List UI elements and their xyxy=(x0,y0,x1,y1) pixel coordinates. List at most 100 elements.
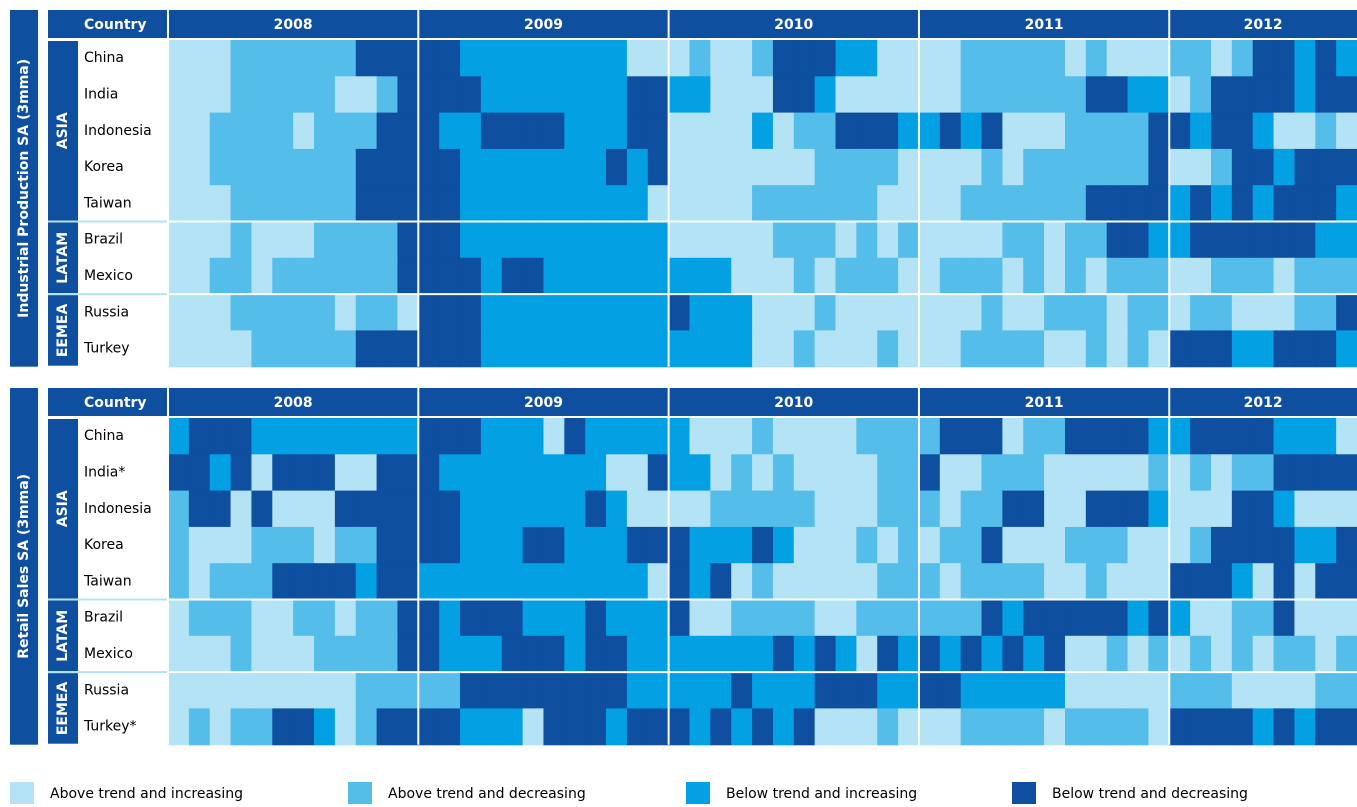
country-label: India xyxy=(84,86,118,102)
heat-cell xyxy=(1127,599,1150,637)
header-label: Country xyxy=(84,395,147,411)
heat-cell xyxy=(814,418,837,455)
heat-cell xyxy=(752,599,774,637)
heat-cell xyxy=(355,708,378,746)
heat-cell xyxy=(1023,672,1045,709)
heat-cell xyxy=(334,418,357,455)
heat-cell xyxy=(1106,454,1129,492)
heat-cell xyxy=(877,708,899,746)
heat-cell xyxy=(960,418,983,455)
heat-cell xyxy=(835,40,857,77)
heat-cell xyxy=(1023,708,1045,746)
heat-cell xyxy=(522,148,545,186)
heat-cell xyxy=(877,418,899,455)
heat-cell xyxy=(314,672,336,709)
heat-cell xyxy=(668,672,691,709)
heat-cell xyxy=(647,599,670,637)
heat-cell xyxy=(1106,599,1129,637)
heat-cell xyxy=(981,635,1003,673)
heat-cell xyxy=(1273,563,1296,601)
heat-cell xyxy=(1044,148,1066,186)
heat-cell xyxy=(376,294,399,331)
heat-cell xyxy=(856,257,878,295)
heat-cell xyxy=(772,294,795,331)
heat-cell xyxy=(668,76,691,114)
heat-cell xyxy=(668,454,691,492)
heat-cell xyxy=(439,526,461,564)
heat-cell xyxy=(835,112,857,150)
heat-cell xyxy=(981,257,1003,295)
heat-cell xyxy=(168,185,190,223)
heat-cell xyxy=(188,330,211,368)
heat-cell xyxy=(939,257,962,295)
heat-cell xyxy=(835,490,857,528)
heat-cell xyxy=(272,148,294,186)
heat-cell xyxy=(835,294,857,331)
heat-cell xyxy=(1210,185,1233,223)
heat-cell xyxy=(585,40,607,77)
heat-cell xyxy=(480,418,503,455)
heat-cell xyxy=(334,599,357,637)
heat-cell xyxy=(314,708,336,746)
heat-cell xyxy=(647,635,670,673)
heat-cell xyxy=(731,330,753,368)
heat-cell xyxy=(376,40,399,77)
heat-cell xyxy=(418,148,440,186)
heat-cell xyxy=(981,490,1003,528)
heat-cell xyxy=(209,418,232,455)
heat-cell xyxy=(188,418,211,455)
heat-cell xyxy=(522,76,545,114)
heat-cell xyxy=(689,221,711,259)
heat-cell xyxy=(1023,526,1045,564)
heat-cell xyxy=(710,294,732,331)
heat-cell xyxy=(689,454,711,492)
heat-cell xyxy=(522,708,545,746)
heat-cell xyxy=(898,454,920,492)
heat-cell xyxy=(1190,330,1212,368)
heat-cell xyxy=(334,185,357,223)
country-label: Indonesia xyxy=(84,501,152,517)
heat-cell xyxy=(960,330,983,368)
heat-cell xyxy=(856,294,878,331)
heat-cell xyxy=(1190,708,1212,746)
heat-cell xyxy=(168,112,190,150)
heat-cell xyxy=(856,490,878,528)
heat-cell xyxy=(1315,40,1337,77)
heat-cell xyxy=(1252,148,1275,186)
country-label: China xyxy=(84,50,124,66)
heat-cell xyxy=(1336,76,1357,114)
heat-cell xyxy=(1002,672,1024,709)
heat-cell xyxy=(1023,294,1045,331)
heat-cell xyxy=(814,330,837,368)
heat-cell xyxy=(480,294,503,331)
heat-cell xyxy=(772,148,795,186)
heat-cell xyxy=(856,526,878,564)
heat-cell xyxy=(439,112,461,150)
heat-cell xyxy=(918,185,941,223)
heat-cell xyxy=(626,418,649,455)
heat-cell xyxy=(981,294,1003,331)
heat-cell xyxy=(981,40,1003,77)
heat-cell xyxy=(710,221,732,259)
region-band xyxy=(48,41,78,221)
heat-cell xyxy=(689,672,711,709)
heat-cell xyxy=(1064,76,1087,114)
country-label: Brazil xyxy=(84,232,123,248)
heat-cell xyxy=(1085,257,1108,295)
heat-cell xyxy=(230,490,253,528)
heat-cell xyxy=(272,294,294,331)
heat-cell xyxy=(564,526,586,564)
heat-cell xyxy=(752,148,774,186)
heat-cell xyxy=(1085,185,1108,223)
heat-cell xyxy=(1336,672,1357,709)
heat-cell xyxy=(355,454,378,492)
heat-cell xyxy=(543,599,565,637)
heat-cell xyxy=(606,221,628,259)
heat-cell xyxy=(1148,330,1170,368)
heat-cell xyxy=(960,185,983,223)
heat-cell xyxy=(1231,76,1254,114)
heat-cell xyxy=(1231,294,1254,331)
heat-cell xyxy=(606,76,628,114)
heat-cell xyxy=(564,454,586,492)
heat-cell xyxy=(397,672,419,709)
